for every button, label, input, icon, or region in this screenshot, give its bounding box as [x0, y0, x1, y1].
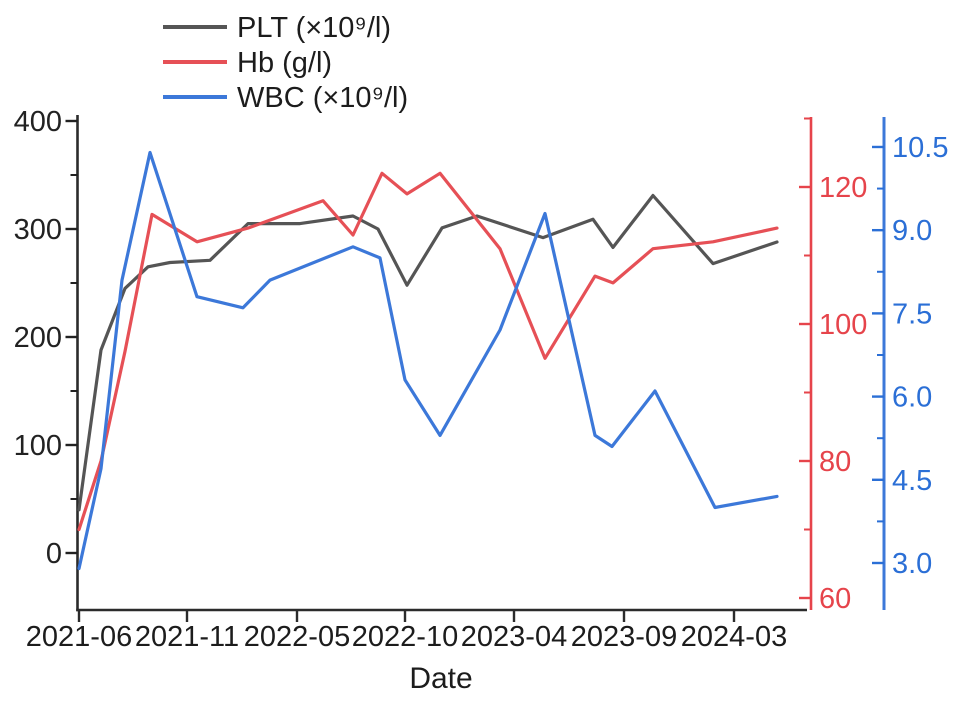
y-tick-label-plt: 0	[46, 538, 62, 570]
y-tick-label-plt: 100	[14, 430, 62, 462]
y-tick-label-plt: 400	[14, 106, 62, 138]
y-tick-label-wbc: 9.0	[892, 215, 932, 247]
y-tick-label-wbc: 3.0	[892, 548, 932, 580]
legend: PLT (×10⁹/l)Hb (g/l)WBC (×10⁹/l)	[163, 12, 408, 114]
y-tick-label-wbc: 6.0	[892, 382, 932, 414]
y-tick-label-hb: 80	[819, 446, 851, 478]
y-tick-label-wbc: 4.5	[892, 465, 932, 497]
series-line-plt	[77, 193, 779, 512]
series-line-wbc	[77, 150, 779, 571]
y-tick-label-wbc: 7.5	[892, 298, 932, 330]
x-tick-label: 2023-09	[571, 621, 677, 653]
x-tick-label: 2022-05	[244, 621, 350, 653]
series-line-hb	[77, 171, 779, 532]
y-tick-label-hb: 60	[819, 583, 851, 615]
legend-label-wbc: WBC (×10⁹/l)	[237, 82, 408, 114]
legend-label-hb: Hb (g/l)	[237, 47, 332, 79]
series-lines	[77, 150, 779, 571]
y-tick-label-wbc: 10.5	[892, 132, 948, 164]
x-tick-label: 2023-04	[461, 621, 567, 653]
axis-ticks: 0 100 200 300 400 60 80 100 120 3.0 4.5 6.0 7.5 9.0 10…	[14, 106, 949, 653]
y-tick-label-hb: 120	[819, 172, 867, 204]
x-tick-label: 2022-10	[352, 621, 458, 653]
x-tick-label: 2021-06	[26, 621, 132, 653]
legend-label-plt: PLT (×10⁹/l)	[237, 12, 391, 44]
x-tick-label: 2024-03	[681, 621, 787, 653]
y-tick-label-plt: 200	[14, 322, 62, 354]
y-tick-label-hb: 100	[819, 309, 867, 341]
x-axis-title: Date	[409, 662, 472, 695]
y-tick-label-plt: 300	[14, 214, 62, 246]
x-tick-label: 2021-11	[135, 621, 239, 653]
